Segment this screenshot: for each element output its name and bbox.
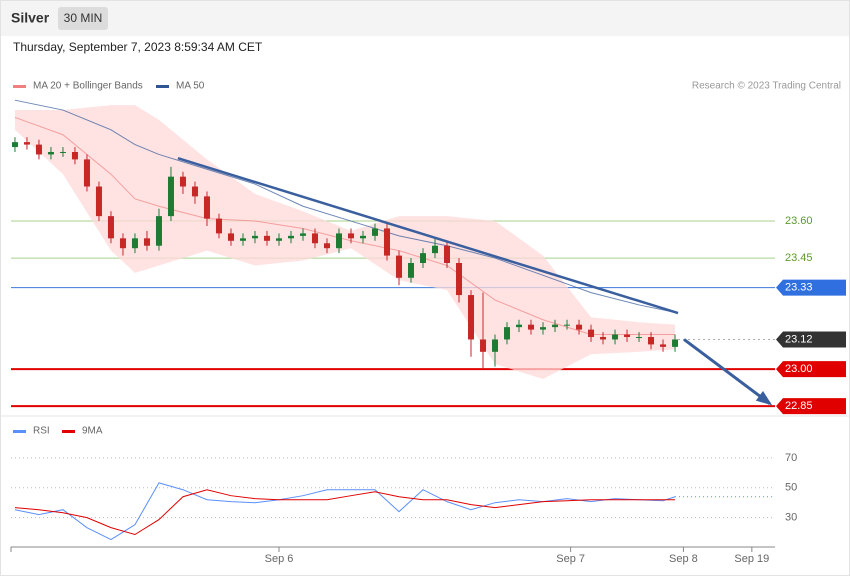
legend-swatch xyxy=(62,430,75,433)
candle-body xyxy=(311,233,318,244)
level-tag xyxy=(776,279,846,296)
candle-body xyxy=(480,339,487,352)
candle-body xyxy=(564,324,571,326)
candle-body xyxy=(299,233,306,236)
level-label: 23.45 xyxy=(785,252,813,264)
credit: Research © 2023 Trading Central xyxy=(692,81,841,92)
forecast-arrow-head xyxy=(755,391,773,406)
candle-body xyxy=(179,176,186,187)
candle-body xyxy=(23,142,30,145)
title: Silver xyxy=(11,10,50,26)
candle-body xyxy=(119,238,126,249)
candle-body xyxy=(396,255,403,278)
level-tag xyxy=(776,331,846,348)
candle-body xyxy=(660,344,667,347)
candle-body xyxy=(492,339,499,352)
forecast-arrow xyxy=(683,338,771,405)
legend-label: MA 20 + Bollinger Bands xyxy=(33,81,143,92)
candle-body xyxy=(83,159,90,187)
candle-body xyxy=(576,324,583,330)
candle-body xyxy=(107,216,114,239)
indicator-line xyxy=(14,489,676,536)
candle-body xyxy=(35,144,42,155)
candle-body xyxy=(239,238,246,241)
candle-body xyxy=(287,235,294,239)
candle-body xyxy=(420,253,427,263)
candle-body xyxy=(71,151,78,160)
legend-label: 9MA xyxy=(82,426,103,437)
candle-body xyxy=(588,329,595,338)
legend-swatch xyxy=(13,430,26,433)
candle-body xyxy=(371,228,378,236)
x-tick-label: Sep 19 xyxy=(734,553,769,565)
candle-body xyxy=(323,243,330,249)
level-tag xyxy=(776,398,846,415)
candle-body xyxy=(612,334,619,340)
candle-body xyxy=(227,233,234,241)
candle-body xyxy=(528,324,535,330)
level-tag xyxy=(776,361,846,378)
header-bar xyxy=(1,1,849,36)
level-label: 23.00 xyxy=(785,363,813,375)
candle-body xyxy=(468,295,475,340)
candle-body xyxy=(540,327,547,330)
candle-body xyxy=(167,176,174,217)
timeframe-pill xyxy=(58,7,108,30)
candle-body xyxy=(191,186,198,197)
x-tick-label: Sep 6 xyxy=(265,553,294,565)
candle-body xyxy=(516,324,523,328)
candle-body xyxy=(275,238,282,241)
candle-body xyxy=(383,228,390,256)
timestamp: Thursday, September 7, 2023 8:59:34 AM C… xyxy=(13,40,263,54)
legend-label: MA 50 xyxy=(176,81,205,92)
y-tick-label: 70 xyxy=(785,452,797,464)
candle-body xyxy=(444,245,451,263)
candle-body xyxy=(359,235,366,239)
candle-body xyxy=(648,337,655,345)
y-tick-label: 50 xyxy=(785,482,797,494)
candle-body xyxy=(636,337,643,339)
candle-body xyxy=(263,235,270,241)
ma-line xyxy=(14,99,676,313)
candle-body xyxy=(456,262,463,296)
legend-swatch xyxy=(13,85,26,88)
candle-body xyxy=(95,186,102,217)
level-label: 23.12 xyxy=(785,333,813,345)
trend-line xyxy=(177,156,679,315)
candle-body xyxy=(432,245,439,254)
candle-body xyxy=(251,235,258,239)
legend-swatch xyxy=(156,85,169,88)
candle-body xyxy=(504,327,511,340)
candle-body xyxy=(335,233,342,249)
candle-body xyxy=(47,151,54,155)
candle-body xyxy=(215,218,222,234)
candle-body xyxy=(11,142,18,148)
candle-body xyxy=(347,233,354,239)
candle-body xyxy=(131,238,138,249)
candle-body xyxy=(155,216,162,246)
level-label: 22.85 xyxy=(785,400,813,412)
candle-body xyxy=(59,151,66,153)
level-label: 23.33 xyxy=(785,282,813,294)
candle-body xyxy=(408,262,415,278)
bollinger-band xyxy=(14,105,676,379)
candle-body xyxy=(203,196,210,219)
x-tick-label: Sep 7 xyxy=(556,553,585,565)
timeframe: 30 MIN xyxy=(64,11,103,25)
candle-body xyxy=(552,324,559,328)
indicator-line xyxy=(14,482,676,541)
legend-label: RSI xyxy=(33,426,50,437)
candle-body xyxy=(600,337,607,340)
candle-body xyxy=(143,238,150,246)
candle-body xyxy=(672,339,679,347)
x-tick-label: Sep 8 xyxy=(669,553,698,565)
y-tick-label: 30 xyxy=(785,512,797,524)
level-label: 23.60 xyxy=(785,215,813,227)
candle-body xyxy=(624,334,631,338)
